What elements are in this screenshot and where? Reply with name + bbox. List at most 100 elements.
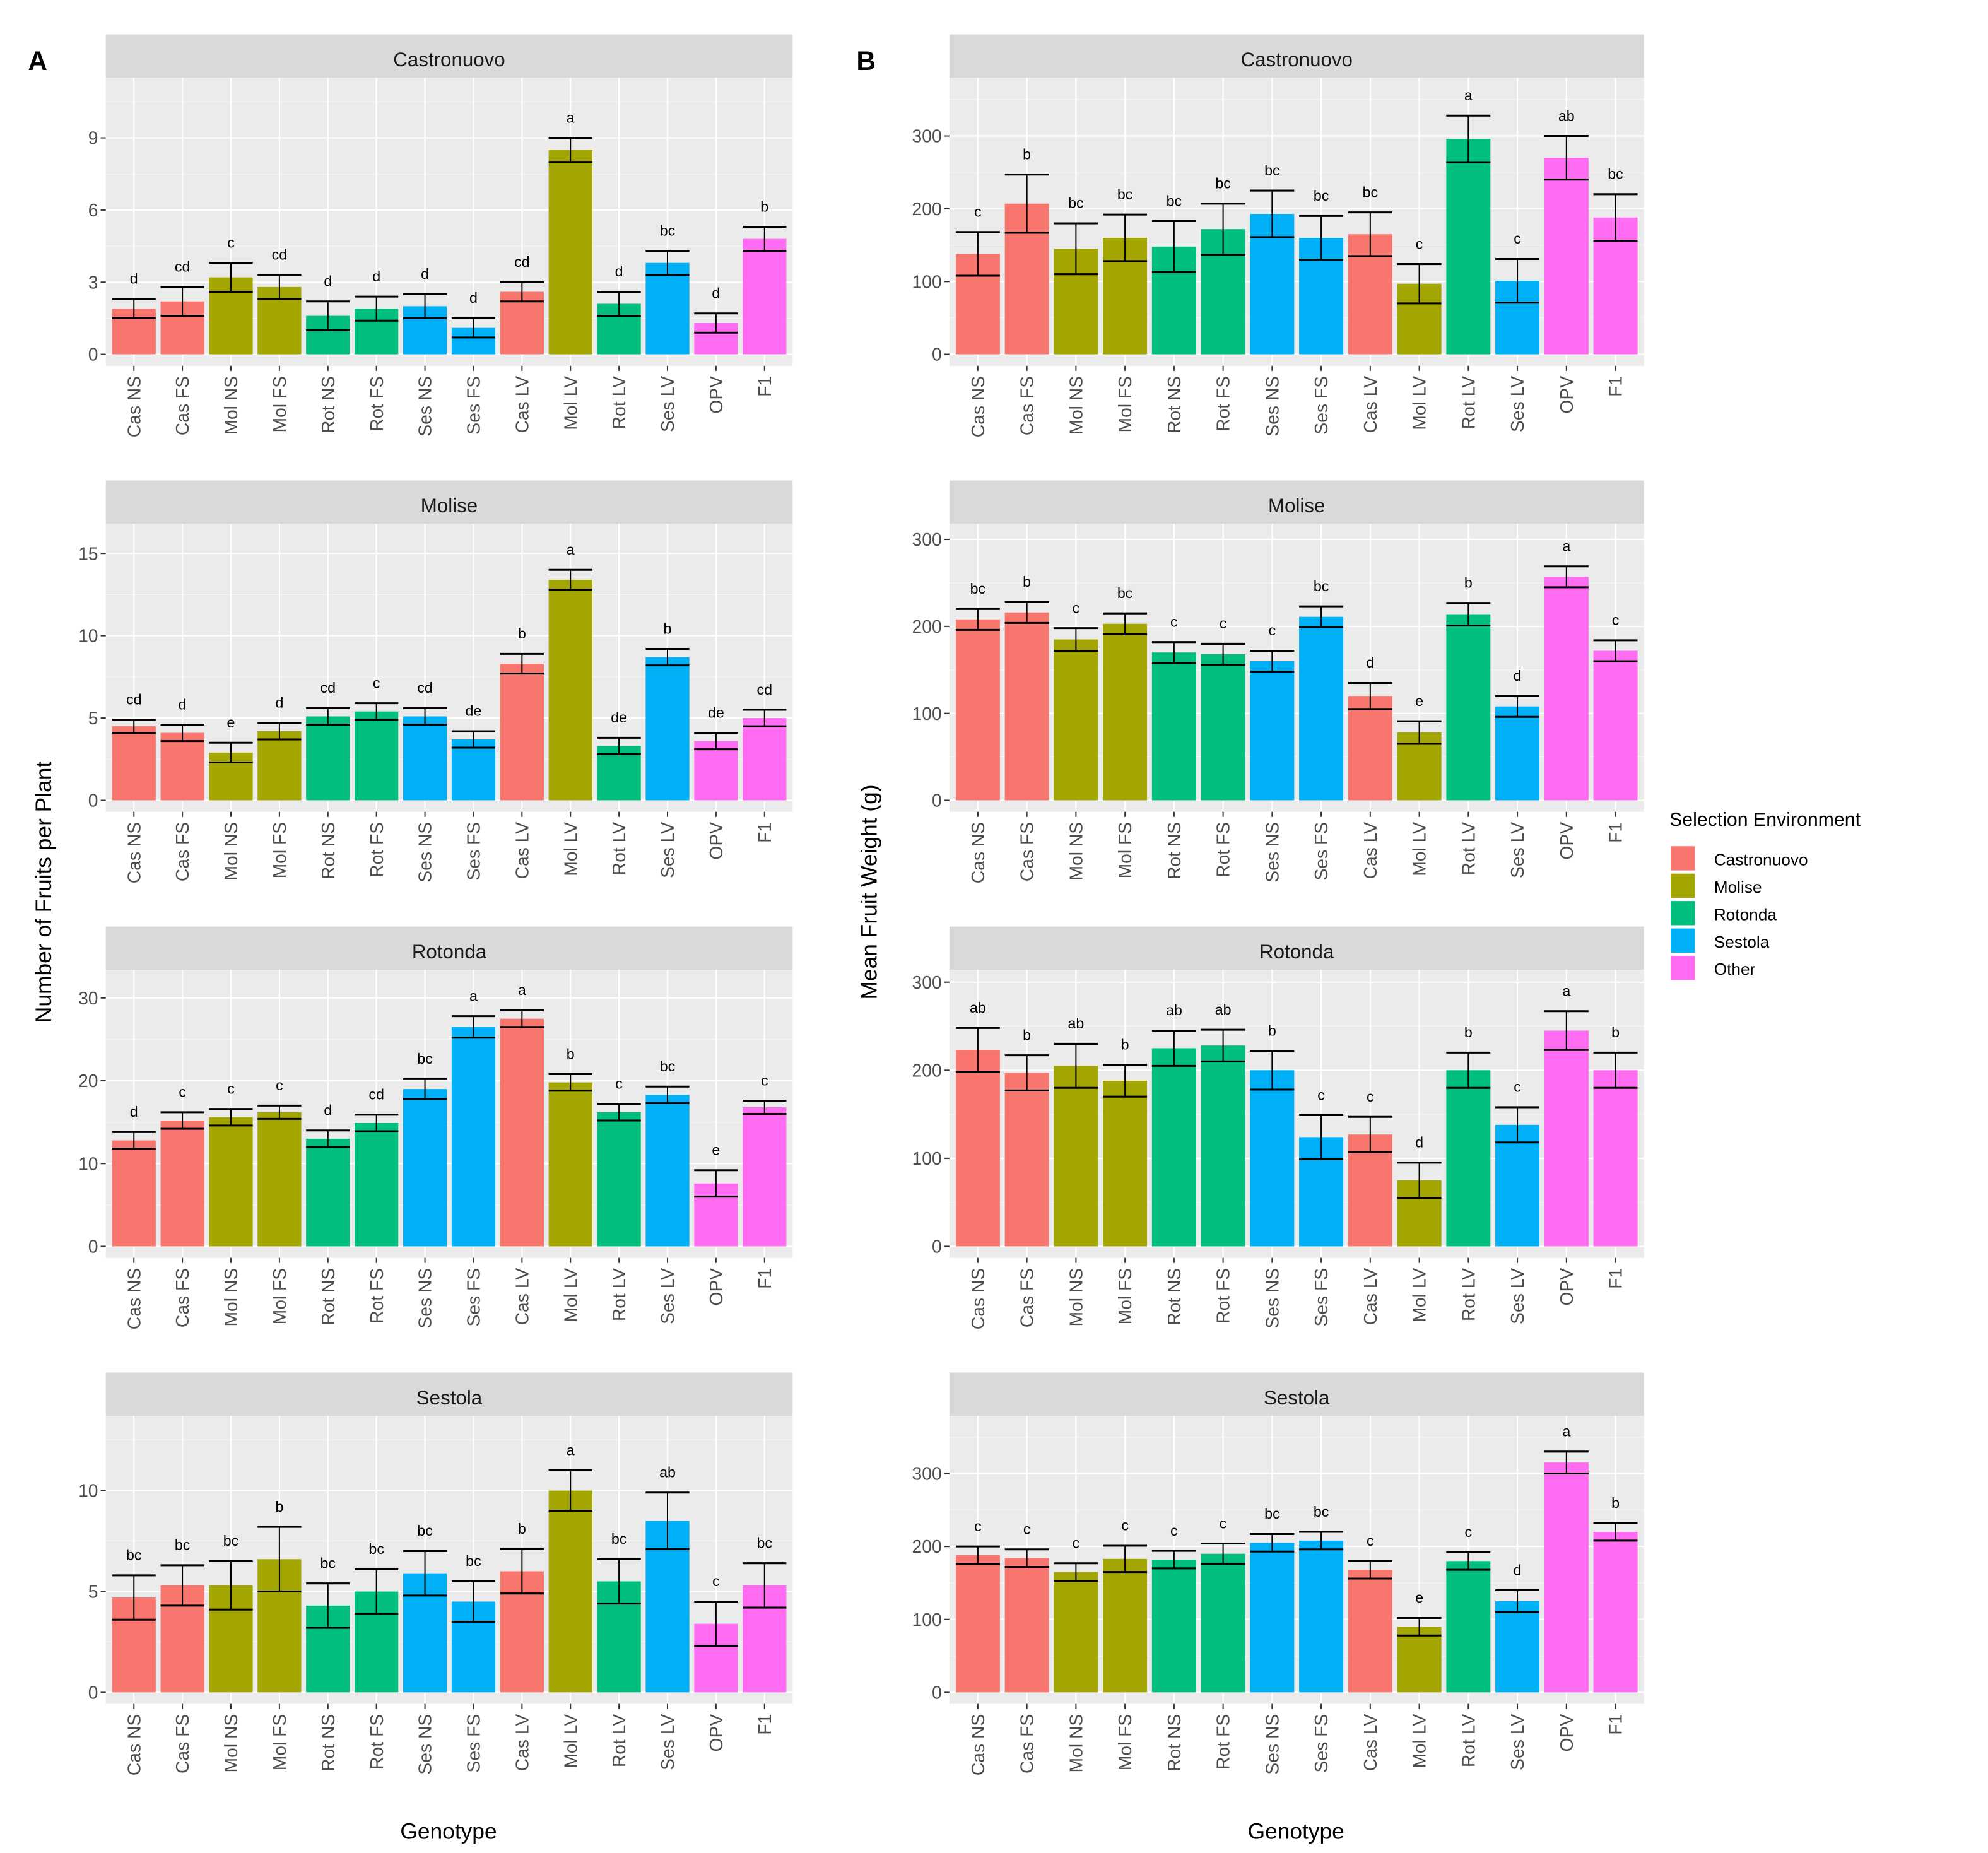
significance-letter: cd	[175, 259, 191, 275]
x-tick-label: Rot FS	[367, 822, 387, 878]
x-tick-label: Cas NS	[124, 1268, 144, 1329]
significance-letter: c	[373, 674, 380, 691]
x-tick-label: Cas LV	[512, 376, 532, 433]
bar-cas-ns	[955, 1050, 1000, 1247]
x-tick-label: Cas LV	[1360, 376, 1380, 433]
x-tick-label: Ses LV	[657, 1714, 678, 1770]
x-tick-label: Mol LV	[1409, 376, 1430, 430]
significance-letter: c	[1514, 1079, 1521, 1095]
bar-ses-ns	[1250, 661, 1295, 801]
x-tick-label: OPV	[1556, 822, 1577, 860]
significance-letter: c	[227, 235, 235, 251]
significance-letter: de	[466, 703, 482, 719]
bar-mol-fs	[257, 1112, 302, 1247]
bar-opv	[694, 741, 738, 801]
y-tick-label: 200	[912, 1060, 942, 1080]
x-tick-label: Cas LV	[512, 1268, 532, 1326]
x-tick-label: Mol FS	[269, 376, 290, 433]
x-tick-label: Rot NS	[1164, 822, 1184, 879]
legend-label-rotonda: Rotonda	[1714, 905, 1777, 924]
significance-letter: c	[179, 1084, 186, 1100]
x-tick-label: Mol LV	[560, 1268, 580, 1322]
y-tick-label: 0	[88, 1683, 98, 1703]
significance-letter: bc	[611, 1531, 627, 1547]
x-tick-label: Cas NS	[968, 1714, 988, 1775]
legend-label-sestola: Sestola	[1714, 932, 1770, 951]
significance-letter: c	[712, 1573, 720, 1589]
bar-ses-lv	[1495, 706, 1540, 801]
bar-ses-fs	[451, 1027, 496, 1247]
significance-letter: cd	[757, 681, 773, 698]
significance-letter: bc	[1363, 184, 1379, 200]
significance-letter: b	[1268, 1022, 1276, 1038]
bar-cas-fs	[160, 1121, 204, 1247]
significance-letter: ab	[659, 1464, 676, 1480]
x-tick-label: Ses LV	[657, 1268, 678, 1324]
x-tick-label: Cas NS	[968, 822, 988, 883]
x-tick-label: Rot FS	[1213, 822, 1233, 878]
bar-cas-ns	[955, 1555, 1000, 1693]
significance-letter: b	[1023, 574, 1031, 590]
x-tick-label: Mol LV	[1409, 1268, 1430, 1322]
y-tick-label: 0	[932, 344, 942, 365]
y-tick-label: 0	[88, 791, 98, 811]
y-tick-label: 10	[78, 1481, 98, 1501]
significance-letter: bc	[970, 580, 986, 597]
legend: Selection Environment Castronuovo Molise Ro…	[1669, 809, 1861, 980]
significance-letter: ab	[1068, 1015, 1084, 1032]
x-tick-label: OPV	[1556, 1714, 1577, 1752]
bar-rot-ns	[306, 1138, 350, 1247]
plot-background	[949, 970, 1644, 1258]
x-tick-label: Ses NS	[1262, 376, 1282, 437]
bar-cas-lv	[500, 1018, 544, 1247]
bar-f1	[1593, 1070, 1638, 1247]
x-tick-label: F1	[1606, 376, 1626, 397]
x-tick-label: F1	[1606, 1714, 1626, 1735]
x-tick-label: Ses NS	[415, 1268, 435, 1329]
y-tick-label: 0	[88, 344, 98, 365]
x-tick-label: Ses NS	[415, 376, 435, 437]
bar-rot-lv	[1446, 1070, 1491, 1247]
x-tick-label: Cas FS	[172, 1268, 192, 1327]
significance-letter: b	[518, 1521, 526, 1537]
x-tick-label: Rot NS	[318, 1268, 338, 1326]
significance-letter: bc	[321, 1555, 336, 1571]
significance-letter: a	[567, 541, 575, 558]
x-tick-label: Rot LV	[1458, 1268, 1478, 1321]
y-tick-label: 5	[88, 708, 98, 728]
x-tick-label: Ses FS	[464, 1714, 484, 1773]
bar-cas-ns	[112, 1140, 156, 1247]
bar-mol-fs	[1103, 1558, 1148, 1693]
significance-letter: bc	[1314, 1503, 1329, 1520]
x-tick-label: Mol NS	[1066, 1268, 1086, 1327]
x-tick-label: Ses LV	[657, 822, 678, 878]
bar-rot-ns	[1151, 1559, 1196, 1693]
facet-panel-B-sestola: Sestola 0 100 200 300 c Cas NS c Cas FS c Mol NS c M…	[912, 1372, 1644, 1775]
significance-letter: c	[1514, 230, 1521, 247]
x-tick-label: Rot FS	[1213, 376, 1233, 432]
significance-letter: b	[1023, 146, 1031, 162]
bar-rot-lv	[1446, 614, 1491, 801]
significance-letter: e	[712, 1142, 720, 1158]
x-tick-label: Cas FS	[172, 376, 192, 435]
x-tick-label: Mol LV	[1409, 1714, 1430, 1768]
significance-letter: de	[611, 709, 627, 726]
significance-letter: de	[708, 704, 724, 721]
y-tick-label: 200	[912, 616, 942, 637]
significance-letter: b	[567, 1045, 575, 1062]
x-tick-label: Ses FS	[464, 822, 484, 881]
significance-letter: bc	[1068, 195, 1084, 211]
legend-label-other: Other	[1714, 960, 1756, 979]
significance-letter: bc	[1167, 192, 1182, 209]
bar-mol-lv	[548, 579, 592, 801]
bar-rot-lv	[1446, 1561, 1491, 1693]
facet-title: Rotonda	[412, 941, 487, 963]
significance-letter: bc	[368, 1541, 384, 1557]
y-tick-label: 300	[912, 529, 942, 550]
x-tick-label: Cas NS	[124, 1714, 144, 1775]
x-tick-label: Rot FS	[367, 1714, 387, 1770]
bar-rot-fs	[1201, 654, 1245, 801]
